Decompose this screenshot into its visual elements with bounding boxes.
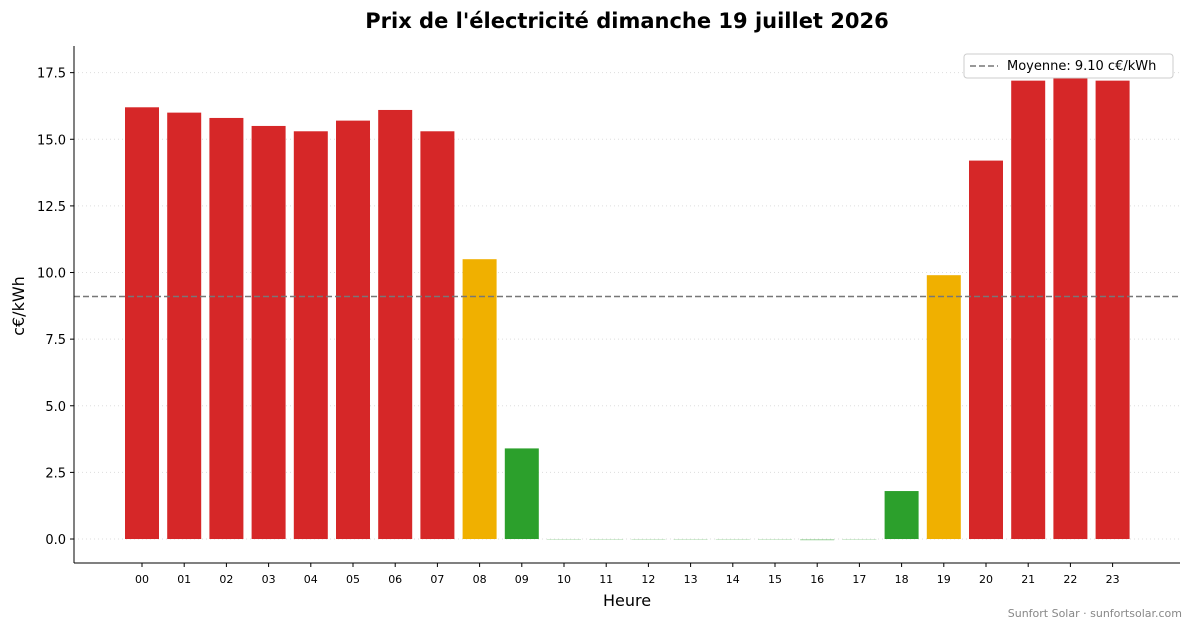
bar-23: [1095, 80, 1130, 540]
bar-02: [209, 117, 244, 540]
x-tick-label: 08: [473, 573, 487, 586]
x-tick-label: 00: [135, 573, 149, 586]
y-tick-label: 7.5: [45, 333, 66, 348]
bar-13: [673, 539, 708, 540]
x-tick-label: 18: [895, 573, 909, 586]
x-tick-label: 20: [979, 573, 993, 586]
x-tick-label: 13: [684, 573, 698, 586]
x-tick-label: 07: [430, 573, 444, 586]
x-tick-label: 11: [599, 573, 613, 586]
bar-00: [125, 107, 159, 540]
x-axis-label: Heure: [603, 591, 651, 610]
y-tick-label: 2.5: [45, 466, 66, 481]
x-tick-label: 16: [810, 573, 824, 586]
x-tick-label: 09: [515, 573, 529, 586]
bars: [125, 72, 1130, 541]
bar-16: [800, 539, 835, 541]
bar-12: [631, 539, 666, 540]
x-tick-label: 21: [1021, 573, 1035, 586]
bar-19: [926, 275, 961, 540]
y-axis-label: c€/kWh: [9, 276, 28, 336]
bar-08: [462, 259, 497, 540]
x-tick-label: 23: [1106, 573, 1120, 586]
bar-10: [547, 539, 581, 540]
x-tick-label: 03: [262, 573, 276, 586]
legend: Moyenne: 9.10 c€/kWh: [963, 53, 1174, 79]
bar-06: [378, 109, 413, 540]
axes: [73, 46, 1180, 564]
x-tick-label: 05: [346, 573, 360, 586]
x-tick-label: 04: [304, 573, 318, 586]
bar-18: [884, 491, 919, 540]
bar-03: [251, 125, 286, 540]
x-tick-label: 15: [768, 573, 782, 586]
legend-average-label: Moyenne: 9.10 c€/kWh: [1007, 59, 1156, 74]
y-tick-label: 10.0: [37, 267, 66, 282]
x-tick-label: 01: [177, 573, 191, 586]
bar-15: [758, 539, 792, 540]
legend-box: [963, 53, 1174, 79]
y-tick-label: 15.0: [37, 133, 66, 148]
y-tick-label: 5.0: [45, 400, 66, 415]
x-tick-label: 22: [1063, 573, 1077, 586]
x-tick-label: 14: [726, 573, 740, 586]
bar-20: [969, 160, 1003, 540]
y-tick-label: 0.0: [45, 533, 66, 548]
y-tick-label: 12.5: [37, 200, 66, 215]
y-ticks: 0.0 2.5 5.0 7.5 10.0 12.5 15.0 17.5: [37, 67, 74, 548]
x-tick-label: 02: [219, 573, 233, 586]
bar-17: [842, 539, 877, 540]
bar-21: [1011, 80, 1046, 540]
bar-04: [293, 131, 328, 540]
bar-07: [420, 131, 455, 540]
chart-title: Prix de l'électricité dimanche 19 juille…: [365, 9, 888, 33]
x-tick-label: 17: [852, 573, 866, 586]
y-tick-label: 17.5: [37, 67, 66, 82]
bar-01: [167, 112, 202, 540]
bar-05: [336, 120, 370, 540]
footer-credit: Sunfort Solar · sunfortsolar.com: [1008, 607, 1182, 620]
x-ticks: 00 01 02 03 04 05 06 07 08 09 10 11 12 13 14 15 16 17 18 19…: [135, 563, 1120, 586]
bar-11: [589, 539, 624, 540]
x-tick-label: 10: [557, 573, 571, 586]
x-tick-label: 06: [388, 573, 402, 586]
bar-22: [1053, 72, 1088, 540]
bar-09: [504, 448, 539, 540]
x-tick-label: 12: [641, 573, 655, 586]
bar-14: [715, 539, 750, 540]
x-tick-label: 19: [937, 573, 951, 586]
